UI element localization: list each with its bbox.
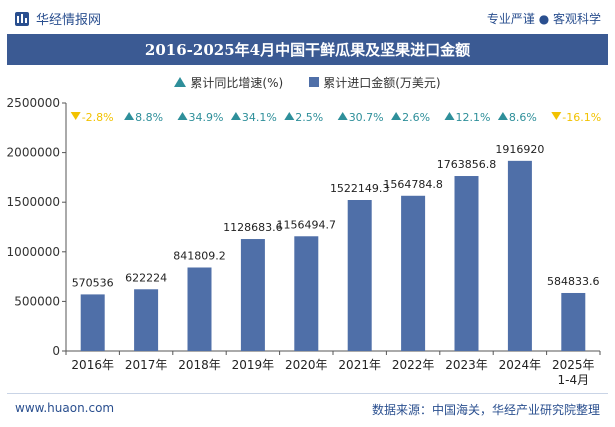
bar [507,160,532,351]
y-tick-label: 2500000 [7,96,60,110]
x-tick-label: 2019年 [232,358,275,372]
bar [80,294,105,351]
growth-down-marker [551,112,562,120]
bar-swatch-icon [309,77,320,87]
slogan: 专业严谨 ● 客观科学 [486,12,601,26]
growth-up-marker [444,112,455,120]
bar [454,176,479,351]
bar [240,239,265,351]
legend-amount-label: 累计进口金额(万美元) [323,75,441,90]
x-tick-label: 2023年 [445,358,488,372]
growth-label: 34.1% [242,111,277,124]
growth-label: 8.6% [509,111,537,124]
bar [401,195,426,351]
bar-value-label: 1763856.8 [437,158,497,171]
growth-down-marker [70,112,81,120]
bar [347,200,372,351]
growth-up-marker [284,112,295,120]
bar [187,267,212,351]
top-bar: 华经情报网 专业严谨 ● 客观科学 [0,0,615,34]
growth-up-marker [124,112,135,120]
footer-divider [7,393,608,394]
brand-name: 华经情报网 [36,13,102,28]
bar-value-label: 1156494.7 [277,218,337,231]
growth-label: 2.5% [295,111,323,124]
bar-value-label: 584833.6 [547,275,600,288]
triangle-up-icon [174,77,187,87]
chart-title: 2016-2025年4月中国干鲜瓜果及坚果进口金额 [7,34,608,65]
legend-growth: 累计同比增速(%) [174,72,283,92]
x-tick-label: 1-4月 [557,373,589,387]
footer-source: 数据来源：中国海关，华经产业研究院整理 [371,403,600,417]
growth-label: 30.7% [349,111,384,124]
brand-logo-icon [15,11,29,26]
bar-value-label: 1564784.8 [383,178,443,191]
y-tick-label: 2000000 [7,146,60,160]
growth-up-marker [177,112,188,120]
y-tick-label: 500000 [14,294,60,308]
x-tick-label: 2020年 [285,358,328,372]
brand[interactable]: 华经情报网 [14,9,101,28]
x-tick-label: 2021年 [338,358,381,372]
growth-up-marker [497,112,508,120]
growth-label: 34.9% [189,111,224,124]
bar [561,292,586,351]
bar-value-label: 622224 [125,271,167,284]
bar [294,236,319,351]
x-tick-label: 2022年 [392,358,435,372]
growth-up-marker [391,112,402,120]
bar-value-label: 1522149.3 [330,182,390,195]
x-tick-label: 2016年 [71,358,114,372]
y-tick-label: 0 [52,344,60,358]
growth-up-marker [337,112,348,120]
growth-label: -16.1% [562,111,601,124]
bar-value-label: 570536 [72,276,114,289]
growth-label: -2.8% [82,111,114,124]
bar-value-label: 1128683.6 [223,221,283,234]
chart-legend: 累计同比增速(%) 累计进口金额(万美元) [0,72,615,92]
growth-label: 2.6% [402,111,430,124]
bar-value-label: 1916920 [495,143,544,156]
growth-label: 12.1% [456,111,491,124]
y-tick-label: 1000000 [7,245,60,259]
x-tick-label: 2018年 [178,358,221,372]
growth-label: 8.8% [135,111,163,124]
x-tick-label: 2025年 [552,358,595,372]
bar [134,289,159,351]
y-tick-label: 1500000 [7,195,60,209]
growth-up-marker [230,112,241,120]
x-tick-label: 2024年 [499,358,542,372]
legend-amount: 累计进口金额(万美元) [309,72,441,92]
footer-site[interactable]: www.huaon.com [15,401,115,415]
bar-value-label: 841809.2 [173,249,226,262]
x-tick-label: 2017年 [125,358,168,372]
legend-growth-label: 累计同比增速(%) [190,75,284,90]
